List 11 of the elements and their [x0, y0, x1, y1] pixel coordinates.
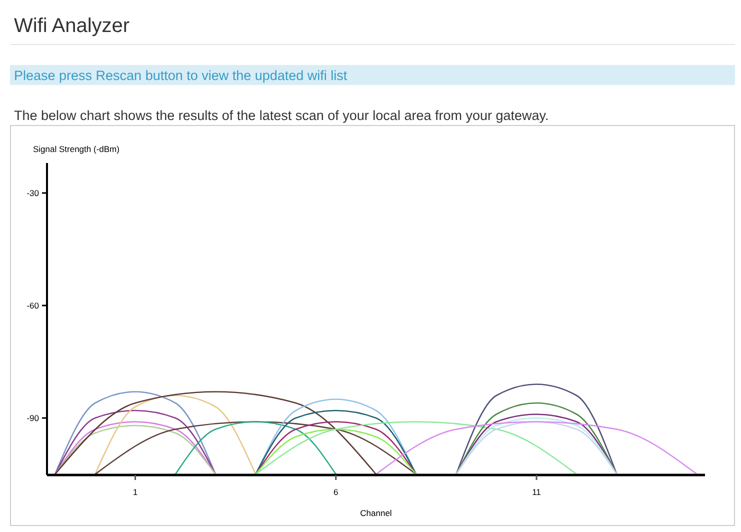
x-tick-label: 11: [532, 487, 542, 497]
x-tick-label: 6: [334, 487, 339, 497]
chart-subtitle: Please press Rescan button to view the updated wifi list: [14, 68, 348, 83]
x-tick-label: 1: [132, 487, 138, 497]
text: The below chart shows the results of the latest scan of your local area from your gateway.: [14, 108, 549, 123]
y-tick-label: -30: [26, 188, 40, 198]
y-tick-label: -90: [26, 412, 40, 423]
x-axis-title: Channel: [360, 508, 392, 518]
chart-title: Wifi Analyzer: [14, 15, 130, 37]
y-axis-title: Signal Strength (-dBm): [33, 144, 120, 154]
y-tick-label: -60: [26, 300, 40, 310]
